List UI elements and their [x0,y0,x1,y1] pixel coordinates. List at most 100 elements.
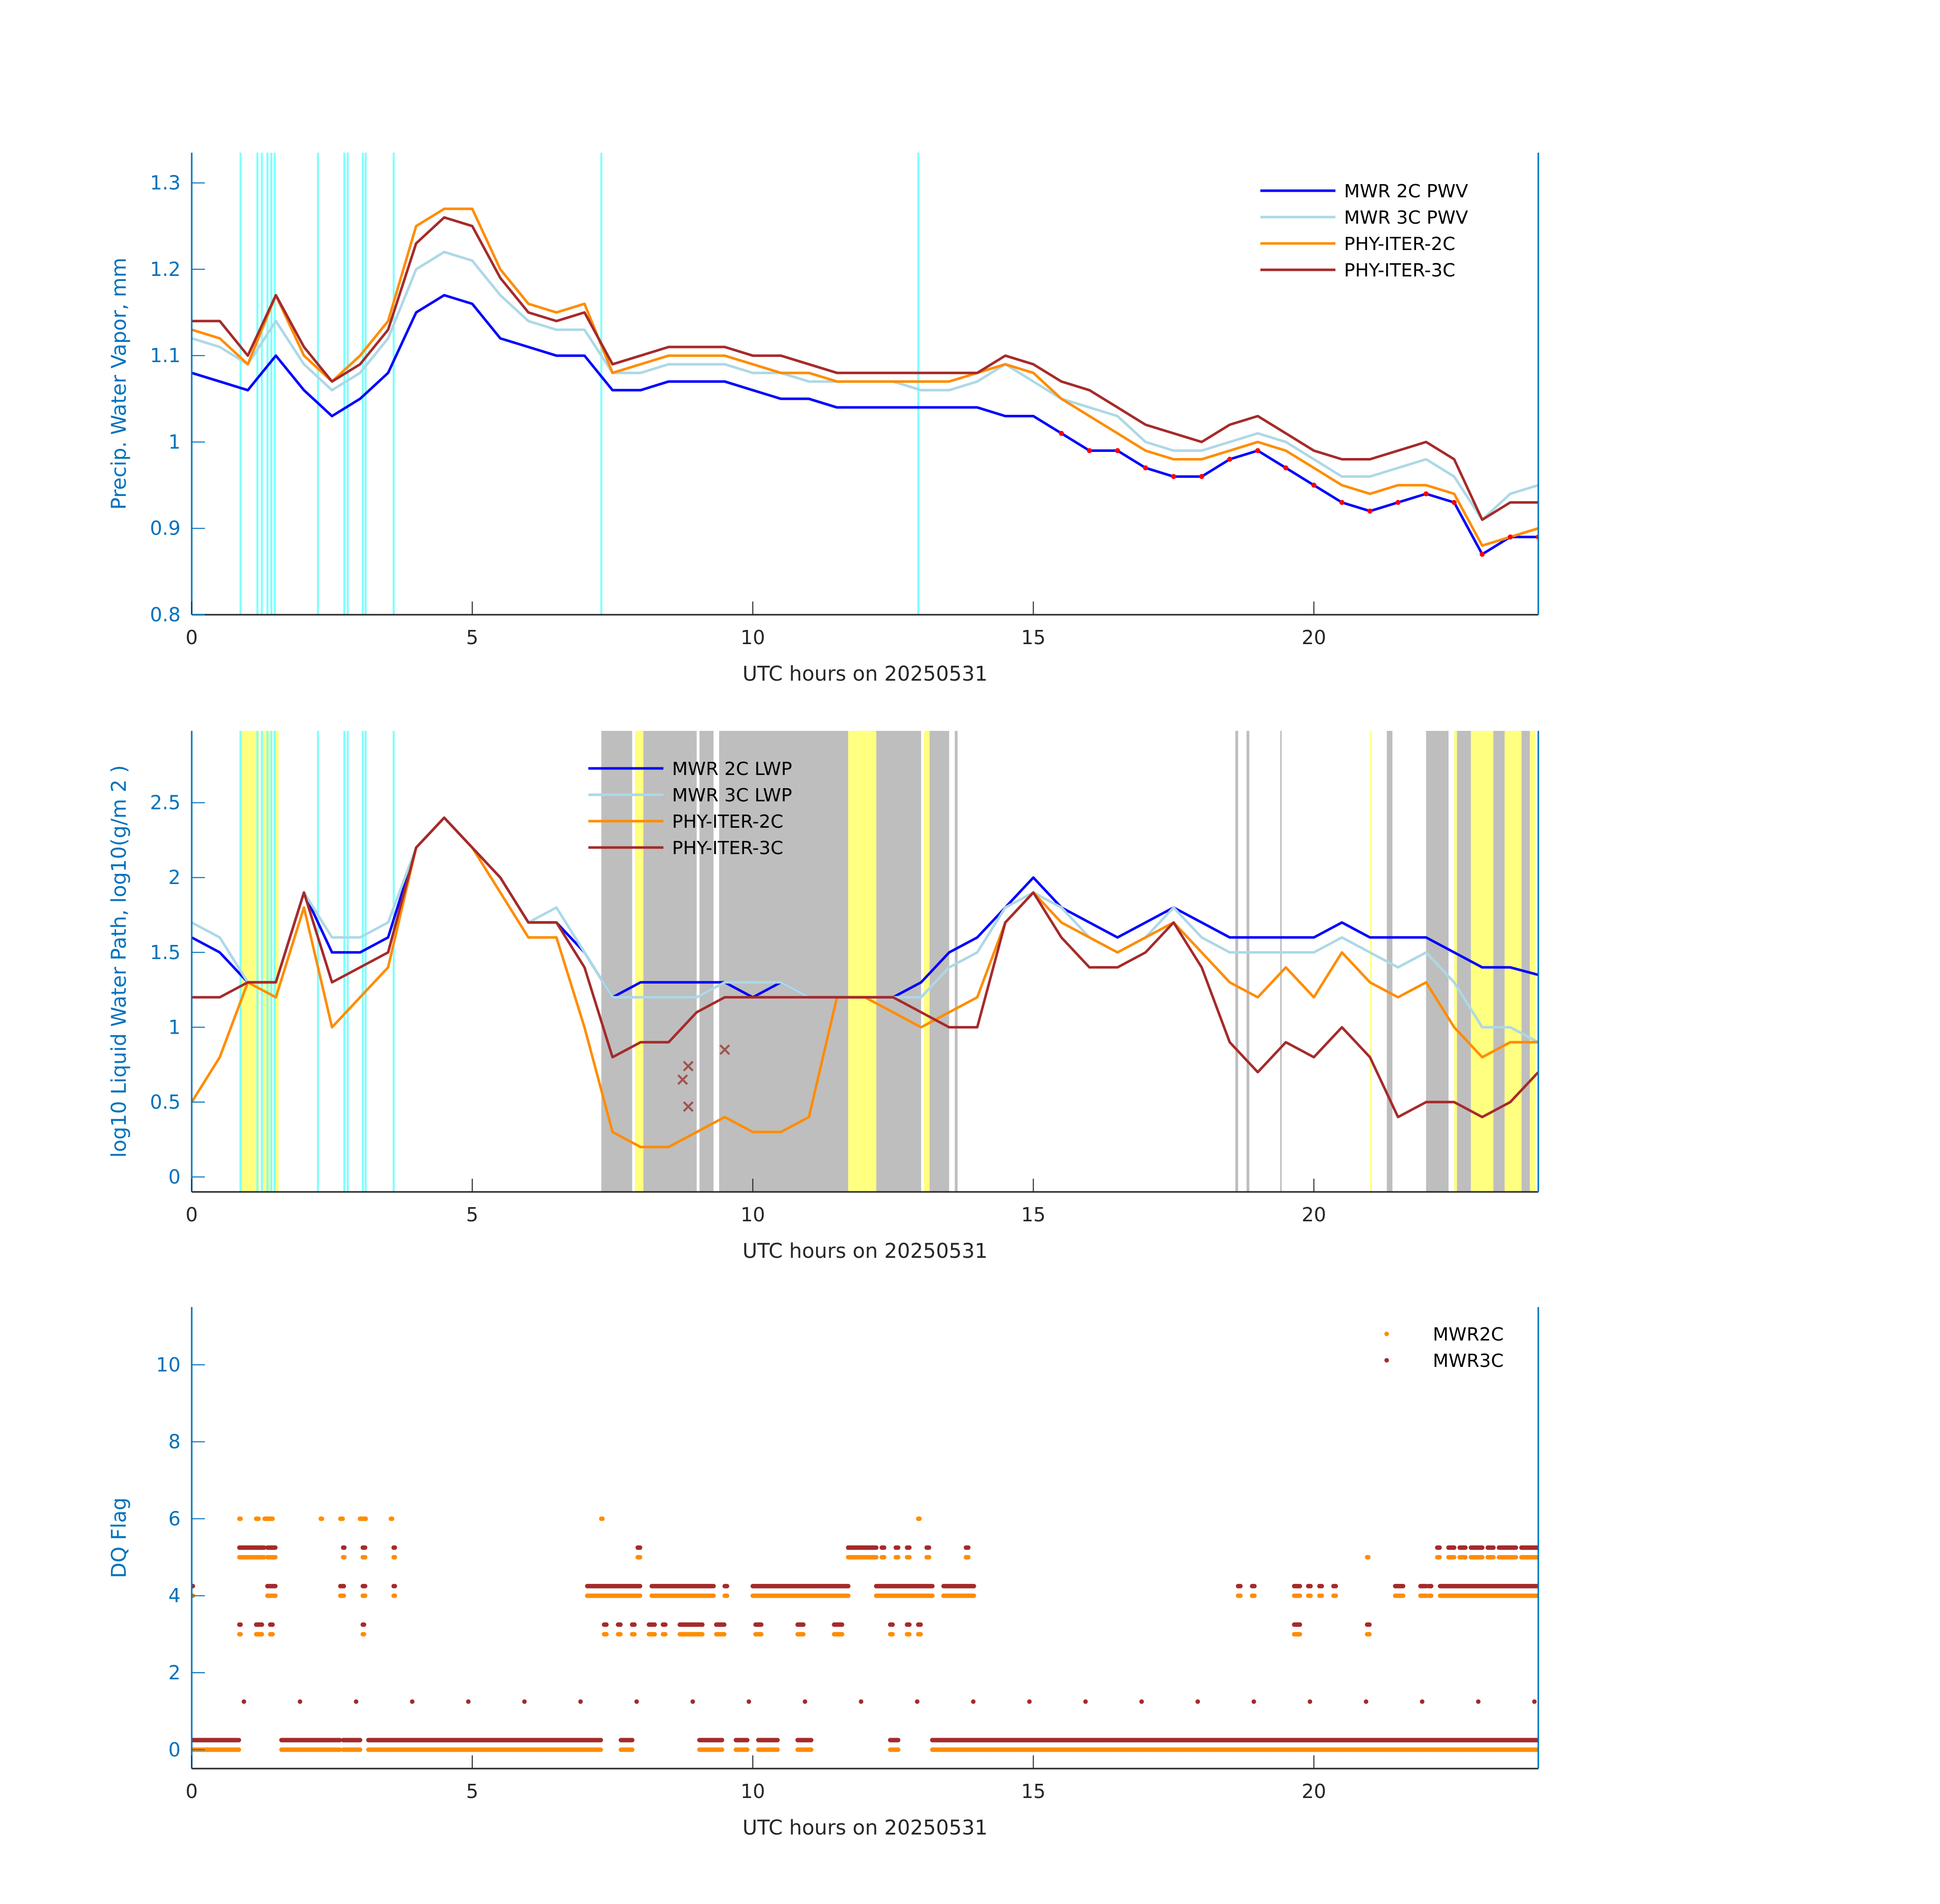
legend-label: MWR3C [1433,1351,1504,1371]
flag-point-mwr2c [652,1632,657,1637]
flag-point-mwr3c [907,1622,912,1627]
flag-point-mwr2c [618,1632,623,1637]
flag-point-mwr2c [1479,1555,1485,1560]
yellow-flag-span [262,731,270,1192]
x-tick-label: 20 [1301,1204,1326,1226]
flag-point-mwr3c [747,1699,752,1704]
flag-point-mwr3c [1513,1545,1519,1550]
gray-flag-span [601,731,632,1192]
flag-point-mwr3c [690,1699,695,1704]
flag-point-mwr3c [1400,1583,1405,1589]
flagged-point [1395,500,1401,505]
flag-point-mwr2c [358,1747,363,1752]
flag-point-mwr3c [1195,1699,1201,1704]
legend-label: MWR 2C PWV [1344,181,1468,202]
flag-point-mwr2c [604,1632,609,1637]
flag-point-mwr3c [775,1738,780,1743]
flag-point-mwr3c [1463,1545,1468,1550]
flag-point-mwr3c [745,1738,750,1743]
series-line-phy-iter-2c [192,207,1538,547]
flag-point-mwr2c [390,1516,395,1521]
flagged-point [1255,448,1260,453]
x-axis-label: UTC hours on 20250531 [743,1240,987,1263]
flag-point-mwr2c [663,1632,668,1637]
flag-point-mwr3c [1252,1583,1257,1589]
flag-point-mwr3c [618,1622,623,1627]
flag-point-mwr2c [392,1593,397,1598]
flag-point-mwr2c [745,1747,750,1752]
flag-point-mwr3c [259,1622,264,1627]
legend-label: MWR2C [1433,1324,1504,1345]
gray-flag-span [699,731,714,1192]
x-axis-label: UTC hours on 20250531 [743,662,987,686]
legend-label: PHY-ITER-3C [1344,260,1455,281]
flag-point-mwr2c [1513,1555,1519,1560]
flag-point-mwr2c [1491,1555,1496,1560]
flag-point-mwr3c [1452,1545,1457,1550]
plot-area [192,153,1538,615]
x-tick-label: 0 [186,1204,198,1226]
yellow-flag-span [1471,731,1494,1192]
flag-point-mwr3c [1297,1622,1302,1627]
y-tick-label: 0.8 [150,604,181,626]
flag-point-mwr3c [262,1545,267,1550]
flag-point-mwr2c [918,1632,923,1637]
x-tick-label: 0 [186,1780,198,1803]
flag-point-mwr3c [1437,1545,1442,1550]
flag-point-mwr2c [262,1555,267,1560]
flag-point-mwr2c [363,1516,368,1521]
flagged-point [1059,431,1064,436]
flag-point-mwr2c [1367,1632,1372,1637]
flag-point-mwr2c [1452,1555,1457,1560]
legend: MWR 2C LWP MWR 3C LWP PHY-ITER-2C PHY-ITER-… [588,759,792,859]
x-tick-label: 10 [740,1780,765,1803]
flag-point-mwr3c [358,1738,363,1743]
flag-point-mwr3c [1532,1699,1537,1704]
flag-point-mwr3c [192,1583,195,1589]
flag-point-mwr3c [971,1699,976,1704]
flag-point-mwr2c [896,1555,901,1560]
x-marker [683,1101,694,1112]
flagged-point [1227,456,1232,462]
flag-point-mwr3c [890,1622,895,1627]
flag-point-mwr3c [1367,1622,1372,1627]
flag-point-mwr3c [896,1738,901,1743]
flag-point-mwr3c [907,1545,912,1550]
flag-point-mwr2c [759,1632,764,1637]
flag-point-mwr2c [629,1747,634,1752]
flag-point-mwr2c [722,1632,727,1637]
flag-point-mwr3c [1479,1545,1485,1550]
flag-point-mwr2c [238,1632,243,1637]
flag-point-mwr2c [1238,1593,1243,1598]
flag-point-mwr3c [711,1583,716,1589]
legend-marker [1384,1331,1389,1336]
flag-point-mwr3c [663,1622,668,1627]
flag-point-mwr3c [719,1738,724,1743]
yellow-flag-span [1504,731,1522,1192]
flag-point-mwr3c [927,1545,932,1550]
flag-point-mwr3c [342,1545,347,1550]
flag-point-mwr3c [634,1699,639,1704]
legend-marker [1384,1358,1389,1363]
flag-point-mwr2c [711,1593,716,1598]
flagged-point [1507,534,1513,540]
gray-flag-span [1235,731,1239,1192]
flag-point-mwr3c [1238,1583,1243,1589]
flag-point-mwr2c [1429,1593,1434,1598]
x-tick-label: 15 [1021,1780,1045,1803]
y-tick-label: 0.5 [150,1091,181,1113]
flag-point-mwr2c [1308,1593,1313,1598]
flag-point-mwr3c [598,1738,603,1743]
gray-flag-span [1387,731,1393,1192]
x-tick-label: 5 [466,626,478,649]
flag-point-mwr2c [808,1747,814,1752]
legend-label: PHY-ITER-2C [672,812,783,832]
flag-point-mwr2c [273,1555,278,1560]
flag-point-mwr2c [363,1593,368,1598]
flag-point-mwr2c [632,1632,637,1637]
flag-point-mwr2c [1400,1593,1405,1598]
flag-point-mwr3c [1420,1699,1425,1704]
flagged-point [1087,448,1092,453]
flagged-point [1199,474,1205,479]
